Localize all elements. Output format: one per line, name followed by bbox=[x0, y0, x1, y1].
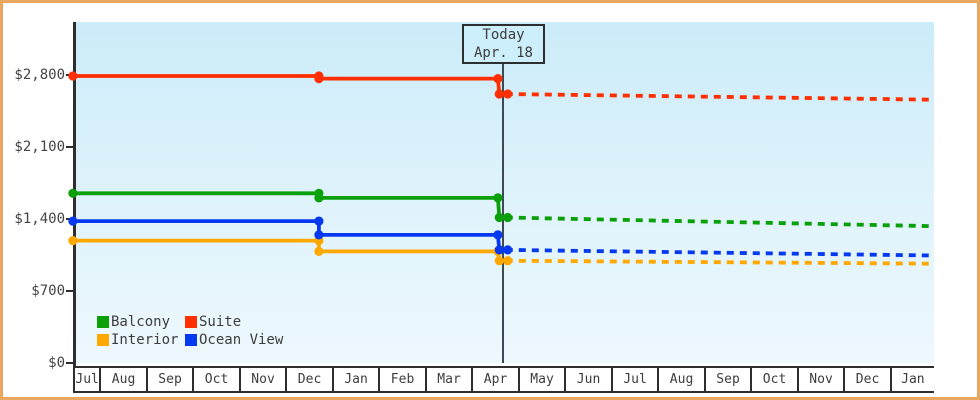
today-callout-line1: Today bbox=[482, 27, 525, 43]
y-axis-tick bbox=[66, 362, 73, 364]
month-cell-sep: Sep bbox=[706, 368, 753, 391]
month-cell-may: May bbox=[520, 368, 567, 391]
legend-item-ocean-view: Ocean View bbox=[185, 333, 283, 347]
y-axis-label: $1,400 bbox=[14, 211, 65, 227]
legend-label: Suite bbox=[199, 314, 242, 330]
month-cell-jan: Jan bbox=[901, 372, 925, 387]
month-cell-dec: Dec bbox=[845, 368, 892, 391]
legend-label: Balcony bbox=[111, 314, 171, 330]
month-cell-aug: Aug bbox=[659, 368, 706, 391]
legend-swatch-icon bbox=[185, 334, 197, 346]
month-cell-nov: Nov bbox=[799, 368, 846, 391]
month-cell-feb: Feb bbox=[380, 368, 427, 391]
y-axis-tick bbox=[66, 218, 73, 220]
month-cell-jan: Jan bbox=[334, 368, 381, 391]
y-axis-label: $2,800 bbox=[14, 67, 65, 83]
legend-item-balcony: Balcony bbox=[97, 315, 185, 329]
legend-item-suite: Suite bbox=[185, 315, 283, 329]
month-cell-jul: Jul bbox=[613, 368, 660, 391]
month-cell-sep: Sep bbox=[148, 368, 195, 391]
legend-swatch-icon bbox=[97, 316, 109, 328]
legend-label: Ocean View bbox=[199, 332, 284, 348]
month-cell-aug: Aug bbox=[101, 368, 148, 391]
y-axis-tick bbox=[66, 74, 73, 76]
legend: Balcony Suite Interior Ocean View bbox=[97, 315, 283, 347]
y-axis-label: $700 bbox=[31, 283, 65, 299]
month-cell-apr: Apr bbox=[473, 368, 520, 391]
y-axis bbox=[73, 22, 76, 366]
today-vertical-line bbox=[502, 63, 504, 363]
y-axis-label: $2,100 bbox=[14, 139, 65, 155]
month-cell-dec: Dec bbox=[287, 368, 334, 391]
month-cell-jun: Jun bbox=[566, 368, 613, 391]
month-cell-mar: Mar bbox=[427, 368, 474, 391]
x-axis-month-row: Jul Aug Sep Oct Nov Dec Jan Feb Mar Apr May Jun Jul A… bbox=[73, 366, 934, 393]
month-cell-nov: Nov bbox=[241, 368, 288, 391]
today-callout: Today Apr. 18 bbox=[462, 24, 545, 64]
today-callout-line2: Apr. 18 bbox=[473, 45, 533, 61]
plot-area bbox=[75, 22, 934, 363]
y-axis-label: $0 bbox=[48, 355, 65, 371]
month-cell-jul: Jul bbox=[73, 368, 102, 391]
legend-label: Interior bbox=[111, 332, 179, 348]
month-cell-oct: Oct bbox=[194, 368, 241, 391]
legend-swatch-icon bbox=[97, 334, 109, 346]
y-axis-tick bbox=[66, 146, 73, 148]
y-axis-tick bbox=[66, 290, 73, 292]
legend-item-interior: Interior bbox=[97, 333, 185, 347]
month-cell-oct: Oct bbox=[752, 368, 799, 391]
legend-swatch-icon bbox=[185, 316, 197, 328]
